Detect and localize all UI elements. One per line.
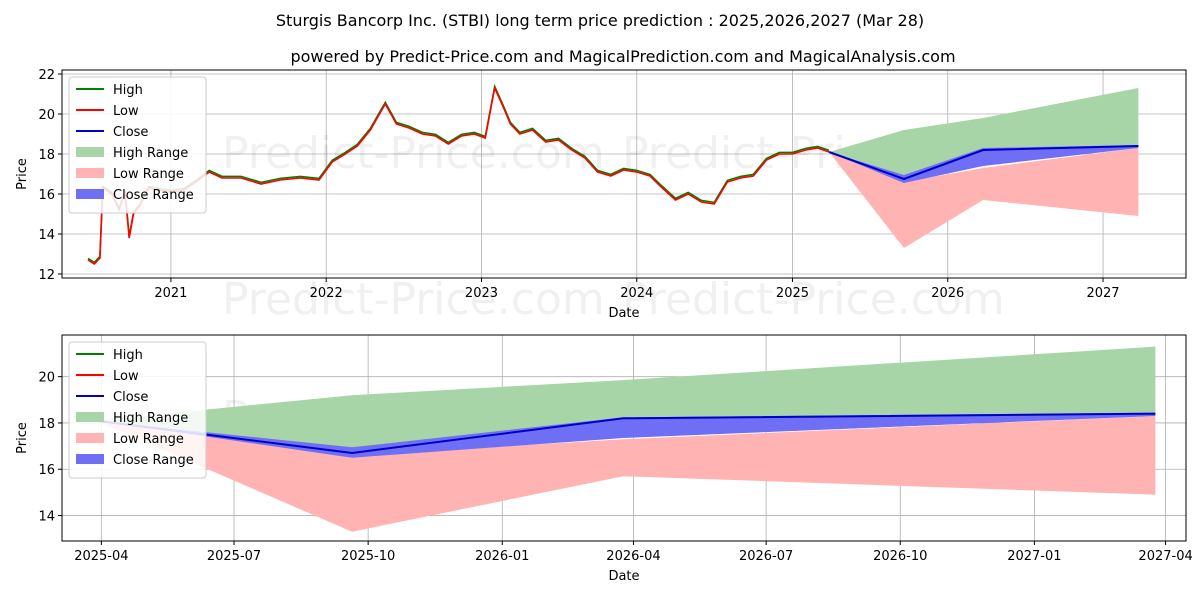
x-tick-label: 2025-04 (74, 549, 128, 564)
x-tick-label: 2026-04 (606, 549, 660, 564)
watermark-text: Predict-Price.com (622, 274, 1005, 325)
close-range-band (95, 412, 1156, 458)
watermark-text: Predict-Price.com (222, 274, 605, 325)
high-range-band (95, 346, 1156, 449)
legend-swatch-high-range (76, 147, 104, 157)
legend-swatch-high-range (76, 412, 104, 422)
y-tick-label: 16 (38, 463, 55, 478)
y-axis-label: Price (15, 422, 30, 454)
legend-label: Low (113, 104, 139, 119)
legend-label: Close (113, 390, 148, 405)
legend-swatch-close-range (76, 454, 104, 464)
legend-label: High Range (113, 411, 188, 426)
watermark-text: Predict-Price.com (222, 128, 605, 179)
y-tick-label: 20 (38, 371, 55, 386)
x-tick-label: 2025 (776, 286, 809, 301)
legend-label: Low (113, 369, 139, 384)
legend-swatch-low-range (76, 168, 104, 178)
y-tick-label: 18 (38, 417, 55, 432)
close-forecast-line (95, 412, 1156, 455)
x-tick-label: 2026 (931, 286, 964, 301)
y-tick-label: 22 (38, 68, 55, 83)
y-tick-label: 18 (38, 148, 55, 163)
x-tick-label: 2026-10 (873, 549, 927, 564)
y-tick-label: 20 (38, 108, 55, 123)
legend-label: Low Range (113, 432, 184, 447)
close-range-band (829, 145, 1139, 183)
legend-label: High (113, 83, 143, 98)
x-axis-label: Date (608, 306, 639, 321)
chart-subtitle: powered by Predict-Price.com and Magical… (290, 47, 955, 66)
legend-label: Close Range (113, 453, 194, 468)
x-tick-label: 2023 (465, 286, 498, 301)
y-tick-label: 12 (38, 268, 55, 283)
legend-label: High Range (113, 146, 188, 161)
x-tick-label: 2027-01 (1007, 549, 1061, 564)
y-axis-label: Price (15, 158, 30, 190)
legend-swatch-close-range (76, 189, 104, 199)
chart-title: Sturgis Bancorp Inc. (STBI) long term pr… (276, 11, 924, 30)
bottom-panel: Predict-Price.comPredict-Price.com2025-0… (15, 334, 1193, 584)
x-tick-label: 2026-07 (739, 549, 793, 564)
x-tick-label: 2022 (310, 286, 343, 301)
y-tick-label: 16 (38, 188, 55, 203)
axes-frame (61, 69, 1187, 279)
x-tick-label: 2021 (154, 286, 187, 301)
y-tick-label: 14 (38, 228, 55, 243)
low-range-band (95, 416, 1156, 532)
legend-label: Close Range (113, 188, 194, 203)
legend-label: High (113, 348, 143, 363)
top-panel: Predict-Price.com Predict-Price.com Predic… (15, 68, 1187, 325)
legend-swatch-low-range (76, 433, 104, 443)
x-tick-label: 2027 (1086, 286, 1119, 301)
high-range-band (829, 88, 1139, 176)
x-tick-label: 2027-04 (1138, 549, 1192, 564)
x-tick-label: 2026-01 (475, 549, 529, 564)
x-tick-label: 2024 (620, 286, 653, 301)
axes-frame (61, 334, 1187, 542)
close-forecast-line (828, 145, 1139, 181)
x-tick-label: 2025-10 (341, 549, 395, 564)
legend-label: Close (113, 125, 148, 140)
legend-label: Low Range (113, 167, 184, 182)
legend: High Low Close High Range Low Range Close Ran… (68, 76, 207, 214)
y-tick-label: 14 (38, 510, 55, 525)
x-axis-label: Date (608, 569, 639, 584)
x-tick-label: 2025-07 (207, 549, 261, 564)
low-range-band (829, 148, 1139, 248)
legend: High Low Close High Range Low Range Close Ran… (68, 341, 207, 479)
